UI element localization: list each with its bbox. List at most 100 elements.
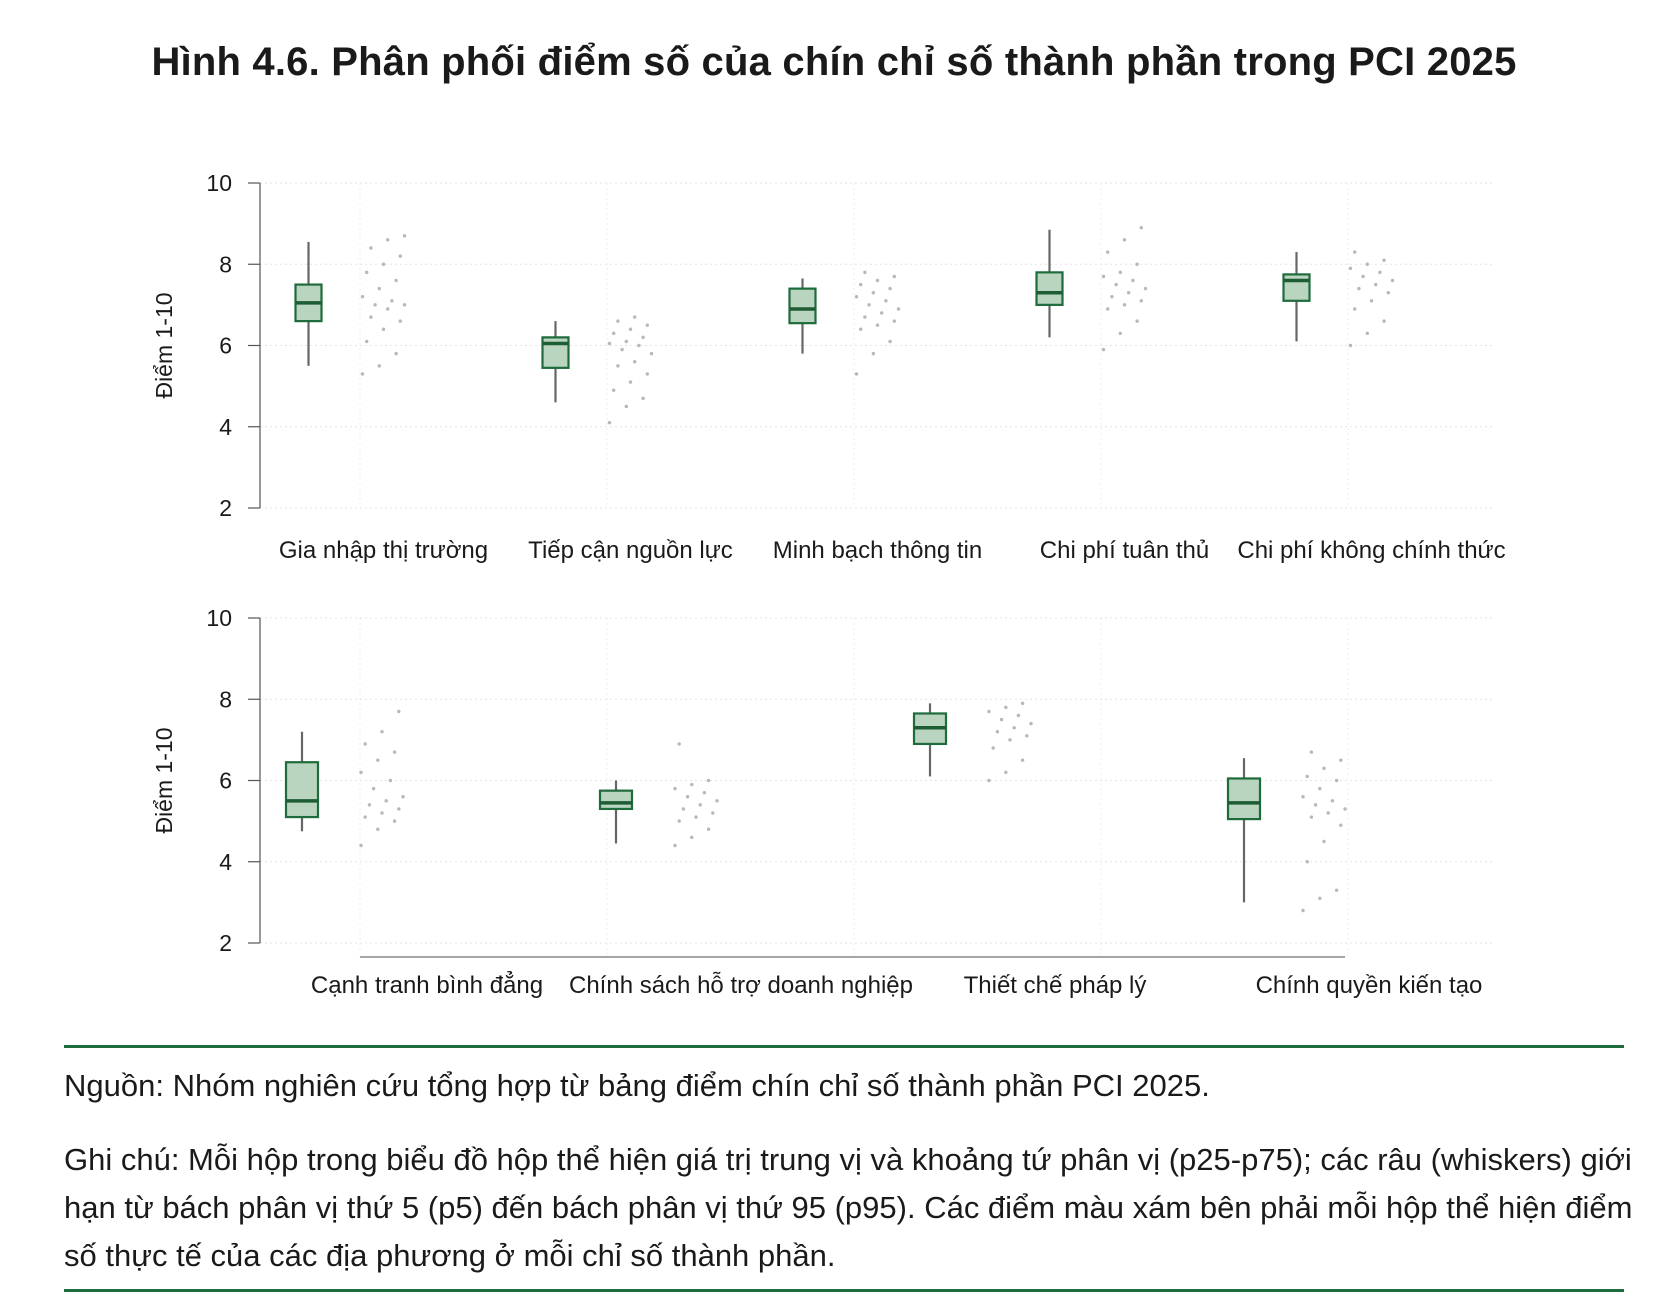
box-group [788,270,901,376]
data-point [1101,274,1106,279]
data-point [1348,343,1353,348]
data-point [677,742,681,746]
source-note: Nguồn: Nhóm nghiên cứu tổng hợp từ bảng … [64,1068,1210,1103]
y-axis-label: Điểm 1-10 [151,727,177,833]
data-point [1004,770,1008,775]
data-point [1339,823,1343,827]
data-point [381,262,386,266]
data-point [706,778,711,783]
data-point [1131,278,1135,283]
data-point [1365,262,1370,266]
category-label: Chính sách hỗ trợ doanh nghiệp [569,972,913,999]
data-point [402,303,407,307]
data-point [681,807,686,811]
data-point [1135,262,1139,266]
category-label: Thiết chế pháp lý [964,972,1147,999]
data-point [1110,295,1114,299]
iqr-box [1035,271,1064,306]
data-point [1106,307,1110,311]
data-point [367,803,372,807]
data-point [1305,774,1309,779]
data-point [859,282,863,287]
data-point [888,286,892,291]
data-point [380,811,384,815]
data-point [1382,319,1386,323]
data-point [373,303,377,307]
data-point [388,778,393,783]
data-point [377,364,381,368]
data-point [888,339,892,344]
data-point [377,286,381,291]
data-point [867,303,871,307]
data-point [371,786,376,791]
data-point [1343,807,1347,811]
data-point [398,254,402,258]
box-group [1282,250,1395,348]
data-point [1118,331,1123,336]
data-point [392,750,397,754]
category-label: Chi phí không chính thức [1237,537,1505,564]
data-point [628,327,633,331]
box-group [1035,225,1148,352]
data-point [607,420,612,425]
data-point [637,343,641,348]
data-point [392,819,397,823]
iqr-box [788,287,817,325]
data-point [698,803,702,807]
data-point [863,315,867,319]
data-point [645,323,649,327]
data-point [999,717,1004,722]
y-tick-label: 8 [219,251,232,277]
data-point [1309,815,1314,819]
figure-title: Hình 4.6. Phân phối điểm số của chín chỉ… [151,40,1517,84]
data-point [1025,734,1029,738]
data-point [995,730,1000,734]
data-point [1322,839,1326,844]
iqr-box [598,789,634,811]
data-point [677,819,681,823]
y-tick-label: 2 [219,495,232,521]
data-point [1361,274,1365,279]
bottom-divider-rule [64,1289,1624,1292]
data-point [649,351,654,356]
data-point [875,278,880,283]
data-point [1348,266,1353,271]
data-point [871,351,875,356]
category-label: Tiếp cận nguồn lực [528,537,733,564]
box-group [1226,750,1347,913]
data-point [1016,713,1021,718]
data-point [633,360,637,364]
data-point [673,786,677,791]
data-point [390,299,394,303]
data-point [359,843,363,848]
y-tick-label: 6 [219,333,232,359]
data-point [1378,270,1382,275]
data-point [1122,238,1127,242]
data-point [987,709,991,714]
box-group [598,742,719,848]
data-point [1374,282,1378,287]
data-point [624,404,628,409]
iqr-box [284,761,320,819]
data-point [1004,705,1008,710]
y-tick-label: 6 [219,768,232,794]
data-point [1020,701,1025,706]
data-point [1301,795,1305,799]
data-point [880,311,884,315]
data-point [1334,778,1339,783]
data-point [1122,303,1127,307]
data-point [1029,721,1033,726]
data-point [624,339,628,344]
data-point [1008,738,1012,742]
data-point [1127,290,1131,295]
y-tick-label: 4 [219,849,232,875]
data-point [628,380,633,384]
data-point [1135,319,1139,323]
data-point [402,234,407,238]
data-point [1139,299,1144,303]
data-point [386,307,390,311]
data-point [892,274,896,279]
data-point [401,795,405,799]
data-point [376,758,380,762]
data-point [863,270,867,275]
